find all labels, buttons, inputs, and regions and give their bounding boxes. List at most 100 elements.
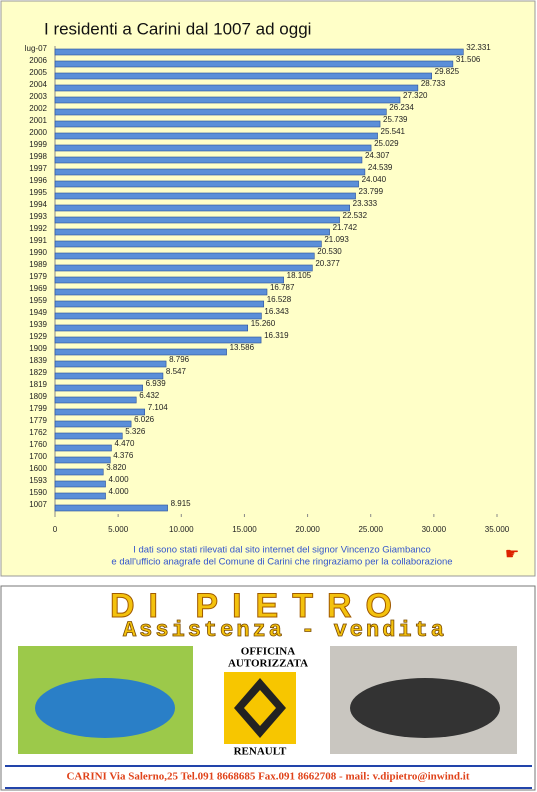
- x-tick-label: 0: [53, 525, 58, 534]
- bar: [54, 324, 249, 332]
- bar: [54, 408, 146, 416]
- note: I dati sono stati rilevati dal sito inte…: [133, 545, 431, 556]
- y-tick-label: 1992: [29, 224, 47, 233]
- bar: [54, 396, 137, 404]
- y-tick-label: 1762: [29, 428, 47, 437]
- value-label: 6.026: [134, 415, 155, 424]
- value-label: 16.787: [270, 283, 295, 292]
- bar: [54, 72, 432, 80]
- bar: [54, 492, 106, 500]
- brand: RENAULT: [234, 746, 287, 758]
- value-label: 20.377: [315, 259, 340, 268]
- bar: [54, 168, 366, 176]
- bar: [54, 192, 356, 200]
- value-label: 16.528: [267, 295, 292, 304]
- y-tick-label: 1760: [29, 440, 47, 449]
- y-tick-label: 1829: [29, 368, 47, 377]
- x-tick-label: 20.000: [295, 525, 320, 534]
- y-tick-label: 1969: [29, 284, 47, 293]
- y-tick-label: 1999: [29, 140, 47, 149]
- value-label: 32.331: [466, 43, 491, 52]
- y-tick-label: 1590: [29, 488, 47, 497]
- bar: [54, 468, 104, 476]
- bar: [54, 384, 143, 392]
- bar: [54, 480, 106, 488]
- y-tick-label: 1995: [29, 188, 47, 197]
- bar: [54, 180, 359, 188]
- x-tick-label: 10.000: [169, 525, 194, 534]
- value-label: 3.820: [106, 463, 127, 472]
- y-tick-label: 2006: [29, 56, 47, 65]
- y-tick-label: 1600: [29, 464, 47, 473]
- y-tick-label: 1839: [29, 356, 47, 365]
- y-tick-label: 1994: [29, 200, 47, 209]
- hand-icon: ☛: [505, 546, 519, 563]
- value-label: 25.739: [383, 115, 408, 124]
- bar: [54, 312, 262, 320]
- badge: OFFICINA: [241, 646, 295, 658]
- renault-logo: [234, 678, 286, 738]
- bar: [54, 228, 330, 236]
- note: e dall'ufficio anagrafe del Comune di Ca…: [111, 557, 452, 568]
- y-tick-label: 2004: [29, 80, 47, 89]
- y-tick-label: 1909: [29, 344, 47, 353]
- y-tick-label: 2003: [29, 92, 47, 101]
- value-label: 23.799: [359, 187, 384, 196]
- x-tick-label: 25.000: [358, 525, 383, 534]
- bar: [54, 264, 313, 272]
- y-tick-label: 1993: [29, 212, 47, 221]
- bar: [54, 144, 372, 152]
- footer: CARINI Via Salerno,25 Tel.091 8668685 Fa…: [66, 771, 469, 783]
- bar: [54, 288, 268, 296]
- value-label: 4.000: [109, 487, 130, 496]
- advert-name: DI PIETRO: [110, 587, 406, 625]
- bar: [54, 348, 227, 356]
- value-label: 7.104: [148, 403, 169, 412]
- value-label: 4.000: [109, 475, 130, 484]
- y-tick-label: 2002: [29, 104, 47, 113]
- y-tick-label: 1819: [29, 380, 47, 389]
- bar: [54, 240, 322, 248]
- car: [350, 678, 500, 738]
- value-label: 15.260: [251, 319, 276, 328]
- chart-title: I residenti a Carini dal 1007 ad oggi: [44, 19, 311, 38]
- bar: [54, 60, 454, 68]
- value-label: 28.733: [421, 79, 446, 88]
- bar: [54, 420, 132, 428]
- bar: [54, 432, 123, 440]
- bar: [54, 456, 111, 464]
- value-label: 4.376: [113, 451, 134, 460]
- bar: [54, 336, 262, 344]
- y-tick-label: 2001: [29, 116, 47, 125]
- value-label: 24.539: [368, 163, 393, 172]
- x-tick-label: 35.000: [485, 525, 510, 534]
- y-tick-label: lug-07: [25, 44, 48, 53]
- y-tick-label: 2005: [29, 68, 47, 77]
- bar: [54, 444, 112, 452]
- y-tick-label: 1700: [29, 452, 47, 461]
- car: [35, 678, 175, 738]
- value-label: 6.432: [139, 391, 160, 400]
- value-label: 8.547: [166, 367, 187, 376]
- bar: [54, 504, 168, 512]
- value-label: 16.343: [264, 307, 289, 316]
- value-label: 24.040: [362, 175, 387, 184]
- y-tick-label: 1779: [29, 416, 47, 425]
- badge: AUTORIZZATA: [228, 658, 308, 670]
- value-label: 23.333: [353, 199, 378, 208]
- value-label: 5.326: [125, 427, 146, 436]
- bar: [54, 156, 363, 164]
- bar: [54, 252, 315, 260]
- value-label: 16.319: [264, 331, 289, 340]
- y-tick-label: 1593: [29, 476, 47, 485]
- value-label: 25.029: [374, 139, 399, 148]
- y-tick-label: 1939: [29, 320, 47, 329]
- bar: [54, 108, 387, 116]
- chart: I residenti a Carini dal 1007 ad oggi I …: [0, 0, 536, 577]
- value-label: 6.939: [146, 379, 167, 388]
- value-label: 22.532: [343, 211, 368, 220]
- value-label: 24.307: [365, 151, 390, 160]
- y-tick-label: 1991: [29, 236, 47, 245]
- y-tick-label: 1990: [29, 248, 47, 257]
